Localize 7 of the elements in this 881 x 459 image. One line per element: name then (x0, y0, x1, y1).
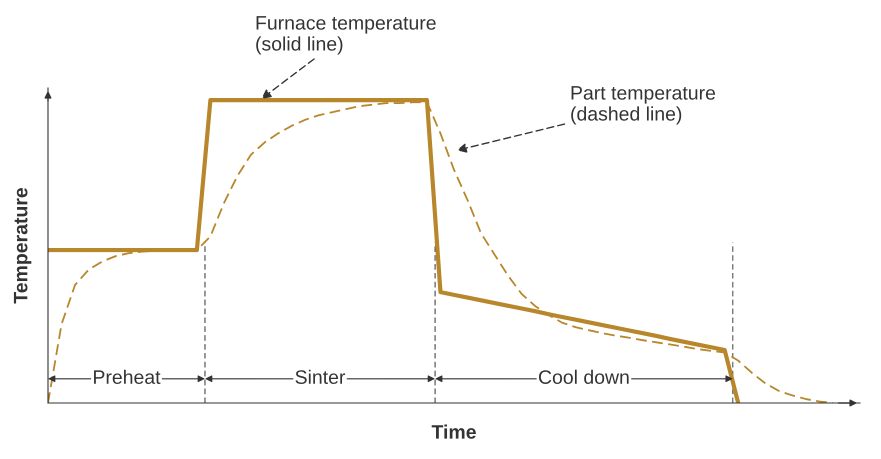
annotation: Part temperature (dashed line) (571, 86, 716, 125)
y-axis-title: Temperature (14, 188, 32, 304)
text: Furnace temperature (solid line) (256, 16, 436, 55)
annotation: Sinter (296, 370, 346, 384)
x-axis-title: Time (432, 424, 476, 439)
annotation: Preheat (94, 370, 160, 384)
annotation: Cool down (538, 370, 629, 384)
